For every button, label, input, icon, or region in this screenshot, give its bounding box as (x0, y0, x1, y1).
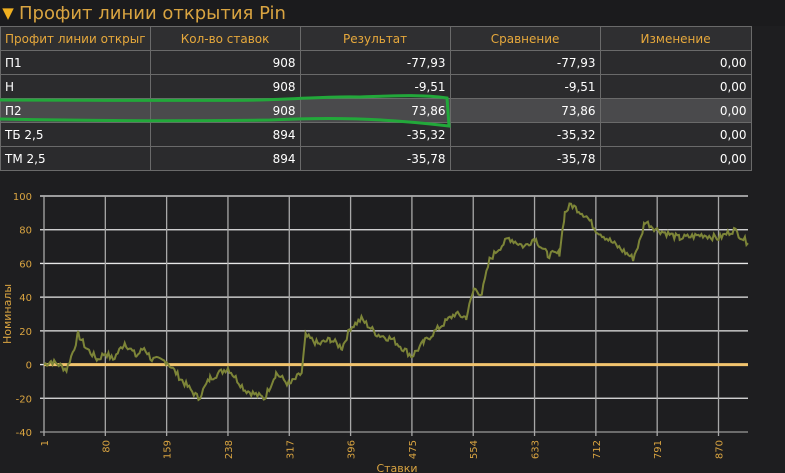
y-tick-label: 40 (19, 293, 32, 304)
table-cell[interactable]: 0,00 (599, 146, 752, 171)
table-cell[interactable]: 894 (149, 146, 301, 171)
y-tick-label: 80 (19, 226, 32, 237)
table-cell[interactable]: 0,00 (599, 50, 752, 75)
x-tick-label: 475 (408, 440, 419, 459)
table-row[interactable]: П1 908 -77,93 -77,93 0,00 (0, 50, 752, 75)
x-tick-label: 159 (163, 440, 174, 459)
x-tick-label: 317 (285, 440, 296, 459)
x-tick-label: 791 (653, 440, 664, 459)
x-tick-label: 554 (469, 440, 480, 459)
table-cell[interactable]: -9,51 (449, 74, 601, 99)
panel-title: Профит линии открытия Pin (19, 2, 286, 24)
y-axis-label: Номиналы (1, 284, 14, 344)
triangle-down-icon[interactable]: ▼ (2, 4, 14, 22)
table-cell[interactable]: -77,93 (299, 50, 451, 75)
y-tick-label: -20 (16, 394, 32, 405)
x-axis-label: Ставки (376, 462, 417, 473)
table-cell[interactable]: -35,78 (299, 146, 451, 171)
panel-header[interactable]: ▼ Профит линии открытия Pin (0, 0, 785, 26)
y-tick-label: 60 (19, 259, 32, 270)
column-header[interactable]: Кол-во ставок (149, 26, 301, 51)
y-tick-label: 20 (19, 327, 32, 338)
x-tick-label: 870 (715, 440, 726, 459)
table-cell[interactable]: 73,86 (449, 98, 601, 123)
x-tick-label: 396 (347, 440, 358, 459)
table-cell[interactable]: 908 (149, 50, 301, 75)
y-tick-label: 0 (26, 361, 32, 372)
table-cell[interactable]: 0,00 (599, 98, 752, 123)
column-header[interactable]: Профит линии открыг (0, 26, 151, 51)
table-cell[interactable]: -77,93 (449, 50, 601, 75)
x-tick-label: 238 (224, 440, 235, 459)
table-cell[interactable]: П1 (0, 50, 151, 75)
x-tick-label: 712 (592, 440, 603, 459)
x-tick-label: 80 (101, 440, 112, 453)
table-cell[interactable]: ТМ 2,5 (0, 146, 151, 171)
table-cell[interactable]: 0,00 (599, 74, 752, 99)
table-cell[interactable]: -35,78 (449, 146, 601, 171)
y-tick-label: 100 (13, 192, 32, 203)
x-tick-label: 633 (531, 440, 542, 459)
table-header-row: Профит линии открыг Кол-во ставок Резуль… (0, 26, 752, 51)
column-header[interactable]: Сравнение (449, 26, 601, 51)
column-header[interactable]: Результат (299, 26, 451, 51)
x-tick-label: 1 (40, 440, 51, 446)
table-row[interactable]: Н 908 -9,51 -9,51 0,00 (0, 74, 752, 99)
table-cell[interactable]: -35,32 (449, 122, 601, 147)
y-tick-label: -40 (16, 428, 32, 439)
series-line (43, 202, 749, 402)
table-row[interactable]: ТМ 2,5 894 -35,78 -35,78 0,00 (0, 146, 752, 171)
